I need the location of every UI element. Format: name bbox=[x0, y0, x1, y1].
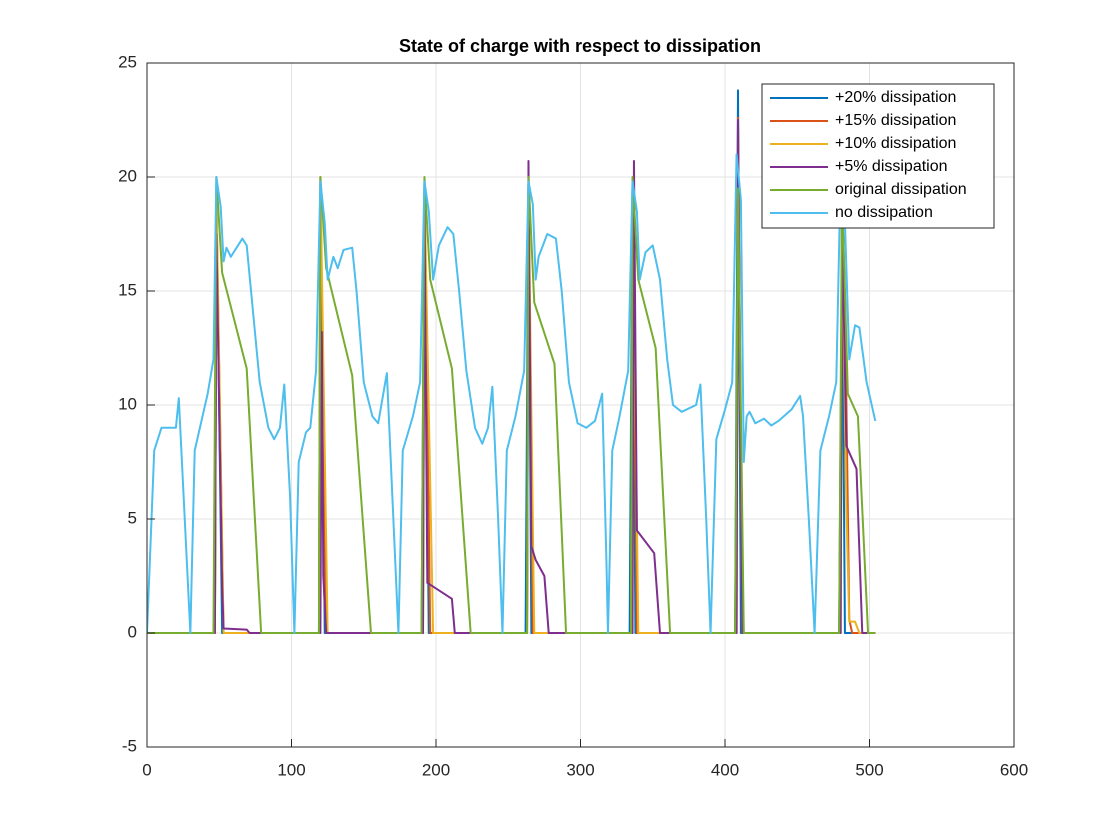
chart-title: State of charge with respect to dissipat… bbox=[399, 36, 761, 56]
legend: +20% dissipation +15% dissipation +10% dis… bbox=[761, 83, 995, 229]
plot-frame bbox=[146, 62, 1015, 748]
y-tick-label: -5 bbox=[122, 736, 137, 755]
legend-label: no dissipation bbox=[835, 204, 933, 221]
axes: 0 100 200 300 400 500 600 -5 0 5 10 15 20 25 bbox=[118, 52, 1028, 779]
series-line bbox=[147, 176, 876, 634]
y-tick-label: 10 bbox=[118, 394, 137, 413]
y-tick-label: 0 bbox=[128, 622, 137, 641]
x-tick-label: 200 bbox=[422, 760, 450, 779]
legend-label: original dissipation bbox=[835, 181, 967, 198]
legend-label: +15% dissipation bbox=[835, 112, 956, 129]
x-tick-label: 500 bbox=[855, 760, 883, 779]
legend-box bbox=[761, 83, 995, 229]
y-tick-label: 15 bbox=[118, 280, 137, 299]
legend-label: +5% dissipation bbox=[835, 158, 948, 175]
x-tick-label: 0 bbox=[142, 760, 151, 779]
x-tick-label: 300 bbox=[566, 760, 594, 779]
legend-label: +20% dissipation bbox=[835, 89, 956, 106]
series-line bbox=[147, 153, 877, 634]
x-tick-label: 600 bbox=[1000, 760, 1028, 779]
x-tick-label: 400 bbox=[711, 760, 739, 779]
y-tick-label: 20 bbox=[118, 166, 137, 185]
x-tick-label: 100 bbox=[277, 760, 305, 779]
legend-label: +10% dissipation bbox=[835, 135, 956, 152]
lines bbox=[147, 89, 877, 634]
y-tick-label: 25 bbox=[118, 52, 137, 71]
y-tick-label: 5 bbox=[128, 508, 137, 527]
